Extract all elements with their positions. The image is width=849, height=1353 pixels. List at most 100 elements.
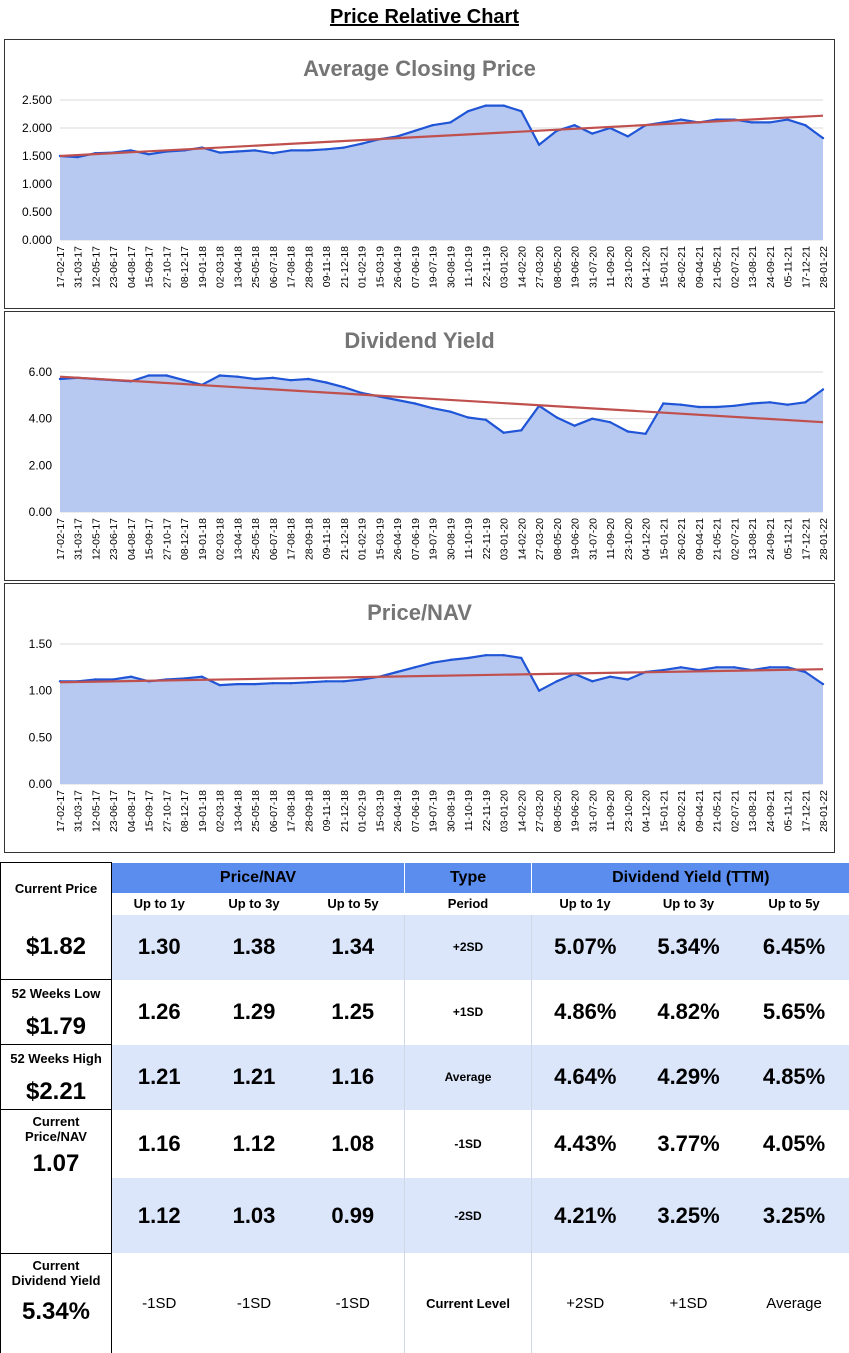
x-tick-label: 11-10-19 (463, 518, 475, 559)
x-tick-label: 06-07-18 (268, 790, 280, 832)
cell: 1.16 (302, 1045, 405, 1110)
cell: 1.25 (302, 980, 405, 1045)
data-point (467, 416, 469, 418)
x-tick-label: 17-12-21 (800, 246, 812, 288)
x-tick-label: 01-02-19 (357, 518, 369, 560)
data-point (236, 376, 238, 378)
data-point (520, 110, 522, 112)
data-point (219, 684, 221, 686)
data-point (254, 149, 256, 151)
subheader-period: Period (405, 893, 532, 915)
data-point (822, 683, 824, 685)
x-tick-label: 25-05-18 (250, 790, 262, 832)
table-row: $1.82 1.30 1.38 1.34 +2SD 5.07% 5.34% 6.… (1, 915, 849, 980)
x-tick-label: 19-06-20 (570, 790, 582, 832)
cell: -2SD (405, 1178, 532, 1253)
data-point (751, 402, 753, 404)
page-title: Price Relative Chart (0, 6, 849, 29)
data-point (254, 378, 256, 380)
x-tick-label: 02-07-21 (729, 790, 741, 832)
data-point (165, 374, 167, 376)
data-point (804, 124, 806, 126)
x-tick-label: 01-02-19 (357, 790, 369, 832)
data-point (219, 151, 221, 153)
data-point (94, 678, 96, 680)
cell: 4.85% (739, 1045, 849, 1110)
x-tick-label: 21-05-21 (712, 246, 724, 288)
data-point (715, 666, 717, 668)
x-tick-label: 17-08-18 (286, 246, 298, 288)
data-point (148, 374, 150, 376)
x-tick-label: 28-01-22 (818, 790, 830, 832)
x-tick-label: 27-10-17 (161, 790, 173, 832)
x-tick-label: 01-02-19 (357, 246, 369, 288)
y-tick-label: 0.00 (29, 505, 53, 519)
x-tick-label: 08-12-17 (179, 518, 191, 560)
data-point (414, 666, 416, 668)
data-point (361, 143, 363, 145)
x-tick-label: 27-10-17 (161, 518, 173, 560)
x-tick-label: 27-03-20 (534, 790, 546, 832)
y-tick-label: 2.500 (22, 93, 52, 107)
x-tick-label: 26-02-21 (676, 790, 688, 832)
data-point (414, 402, 416, 404)
cell: 1.16 (112, 1110, 207, 1179)
y-tick-label: 6.00 (29, 365, 53, 379)
current-pnav-value: 1.07 (1, 1150, 111, 1178)
x-tick-label: 19-01-18 (197, 518, 209, 560)
data-point (396, 399, 398, 401)
y-tick-label: 0.000 (22, 233, 52, 247)
x-tick-label: 06-07-18 (268, 518, 280, 560)
y-tick-label: 0.50 (29, 730, 53, 744)
x-tick-label: 28-01-22 (818, 518, 830, 560)
x-tick-label: 22-11-19 (481, 518, 493, 559)
x-tick-label: 19-06-20 (570, 246, 582, 288)
x-tick-label: 08-05-20 (552, 790, 564, 832)
cell: 4.43% (532, 1110, 639, 1179)
cell: 1.34 (302, 915, 405, 980)
x-tick-label: 23-10-20 (623, 518, 635, 560)
x-tick-label: 07-06-19 (410, 790, 422, 832)
area-fill (60, 106, 823, 240)
y-tick-label: 0.00 (29, 777, 53, 791)
x-tick-label: 26-04-19 (392, 518, 404, 560)
data-point (591, 132, 593, 134)
y-tick-label: 4.00 (29, 412, 53, 426)
data-point (485, 419, 487, 421)
cell: 1.38 (207, 915, 302, 980)
x-tick-label: 05-11-21 (783, 790, 795, 831)
x-tick-label: 02-07-21 (729, 246, 741, 288)
x-tick-label: 31-03-17 (73, 790, 85, 832)
x-tick-label: 12-05-17 (90, 790, 102, 832)
data-point (786, 404, 788, 406)
data-point (751, 121, 753, 123)
x-tick-label: 28-01-22 (818, 246, 830, 288)
subheader-dy-3y: Up to 3y (639, 893, 739, 915)
cell: 1.26 (112, 980, 207, 1045)
chart-title: Average Closing Price (303, 56, 536, 81)
x-tick-label: 21-12-18 (339, 518, 351, 560)
x-tick-label: 26-04-19 (392, 246, 404, 288)
data-point (396, 671, 398, 673)
subheader-dy-1y: Up to 1y (532, 893, 639, 915)
data-point (786, 118, 788, 120)
current-price-value: $1.82 (1, 915, 112, 980)
high52-cell: 52 Weeks High $2.21 (1, 1045, 112, 1110)
data-point (485, 104, 487, 106)
cell: 1.12 (207, 1110, 302, 1179)
data-point (449, 659, 451, 661)
data-point (804, 671, 806, 673)
cell: -1SD (112, 1253, 207, 1353)
data-point (733, 405, 735, 407)
x-tick-label: 23-10-20 (623, 790, 635, 832)
cell: 3.25% (639, 1178, 739, 1253)
data-point (272, 682, 274, 684)
x-tick-label: 09-04-21 (694, 518, 706, 560)
table-row: 1.12 1.03 0.99 -2SD 4.21% 3.25% 3.25% (1, 1178, 849, 1253)
cell: 0.99 (302, 1178, 405, 1253)
x-tick-label: 13-08-21 (747, 790, 759, 832)
x-tick-label: 26-04-19 (392, 790, 404, 832)
x-tick-label: 17-12-21 (800, 518, 812, 560)
